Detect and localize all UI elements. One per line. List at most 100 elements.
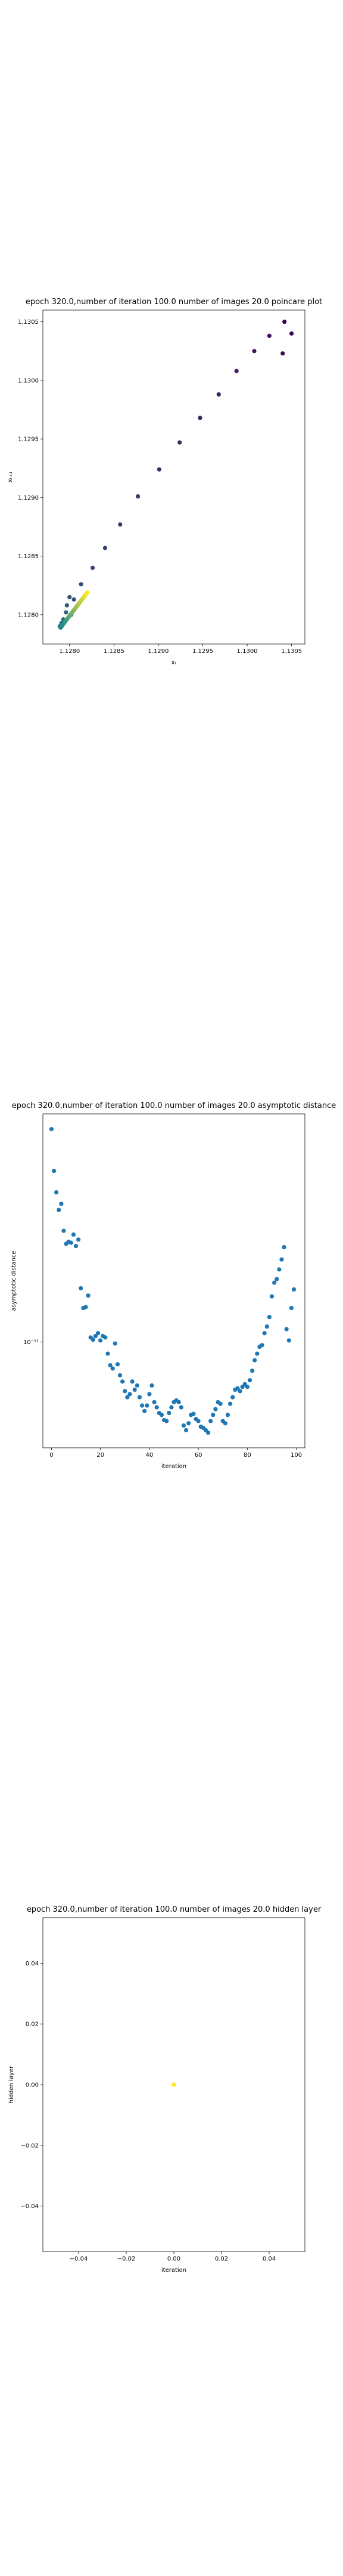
data-point — [139, 1403, 145, 1408]
data-point — [103, 1335, 108, 1340]
data-point — [154, 1405, 159, 1410]
data-point — [279, 1257, 284, 1262]
data-point — [98, 1338, 103, 1343]
data-point — [76, 1237, 81, 1242]
data-point — [132, 1387, 137, 1392]
data-point — [277, 1267, 282, 1272]
data-point — [164, 1419, 169, 1423]
y-tick-label: 1.1305 — [18, 319, 39, 326]
data-point — [176, 1400, 181, 1404]
data-point — [54, 1190, 59, 1195]
y-tick-label: 1.1280 — [18, 612, 39, 618]
data-point — [59, 1202, 64, 1206]
x-tick-label: 60 — [195, 1452, 202, 1459]
x-tick-label: 0.04 — [263, 2256, 276, 2262]
data-point — [79, 582, 83, 587]
data-point — [264, 1324, 269, 1329]
data-point — [183, 1428, 189, 1433]
data-point — [95, 1331, 101, 1336]
x-tick-label: 1.1285 — [104, 648, 124, 655]
data-point — [167, 1410, 172, 1416]
data-point — [252, 349, 257, 354]
data-point — [267, 333, 272, 338]
data-point — [152, 1400, 157, 1404]
data-point — [135, 494, 141, 499]
data-point — [71, 1232, 76, 1237]
data-point — [142, 1408, 147, 1413]
data-point — [86, 1293, 91, 1298]
data-point — [198, 416, 202, 420]
x-axis-label: iteration — [161, 1463, 186, 1470]
x-tick-label: −0.04 — [70, 2256, 88, 2262]
data-point — [105, 1351, 110, 1356]
x-axis-label: xₜ — [172, 660, 177, 666]
data-point — [245, 1385, 250, 1389]
data-points — [172, 2082, 176, 2087]
y-ticks: 1.1280 1.1285 1.1290 1.1295 1.1300 1.1305 — [18, 319, 43, 618]
data-point — [205, 1431, 211, 1435]
data-point — [157, 467, 161, 472]
data-point — [218, 1401, 223, 1406]
x-tick-label: 0.02 — [215, 2256, 228, 2262]
data-point — [172, 2082, 176, 2087]
data-point — [68, 1240, 73, 1245]
data-point — [289, 1305, 294, 1311]
data-point — [71, 597, 76, 602]
data-point — [108, 1363, 113, 1368]
data-point — [282, 1244, 286, 1250]
data-point — [49, 1127, 54, 1132]
data-point — [61, 1228, 66, 1233]
data-point — [85, 590, 90, 595]
data-points — [57, 320, 294, 630]
y-axis-label: xₜ₊₁ — [7, 472, 14, 482]
data-point — [255, 1351, 260, 1356]
data-point — [250, 1368, 255, 1373]
data-point — [230, 1395, 235, 1400]
data-point — [147, 1392, 152, 1397]
data-point — [64, 610, 68, 615]
data-point — [267, 1315, 272, 1320]
data-point — [79, 1286, 83, 1291]
data-point — [227, 1401, 233, 1406]
data-point — [280, 351, 285, 356]
x-tick-label: 0.00 — [167, 2256, 180, 2262]
data-point — [208, 1419, 213, 1423]
x-tick-label: 80 — [244, 1452, 251, 1459]
data-point — [110, 1366, 115, 1371]
data-point — [234, 369, 239, 373]
plot-area — [42, 1113, 305, 1448]
data-point — [191, 1411, 196, 1416]
data-point — [213, 1407, 218, 1411]
y-tick-label: 10⁻¹¹ — [23, 1339, 39, 1346]
y-axis-label: hidden layer — [8, 2066, 15, 2103]
data-point — [73, 1244, 79, 1249]
y-tick-label: 1.1300 — [18, 377, 39, 384]
data-point — [125, 1395, 130, 1400]
data-point — [67, 595, 72, 600]
data-point — [120, 1379, 125, 1384]
data-point — [90, 565, 95, 570]
data-point — [159, 1413, 164, 1417]
plot-area — [42, 309, 305, 645]
y-tick-label: 0.02 — [26, 2021, 39, 2028]
data-point — [127, 1392, 132, 1397]
y-tick-label: 0.00 — [26, 2082, 39, 2089]
data-point — [216, 392, 221, 397]
data-point — [137, 1395, 142, 1400]
data-point — [91, 1337, 95, 1342]
data-point — [260, 1343, 264, 1348]
data-point — [282, 320, 287, 324]
data-point — [145, 1403, 149, 1408]
x-tick-label: 1.1290 — [148, 648, 169, 655]
data-point — [272, 1280, 277, 1285]
y-tick-label: 1.1295 — [18, 436, 39, 443]
data-point — [262, 1331, 267, 1336]
data-points — [49, 1127, 297, 1435]
data-point — [284, 1327, 289, 1332]
y-tick-label: −0.02 — [20, 2142, 39, 2149]
hidden-layer-chart: epoch 320.0,number of iteration 100.0 nu… — [8, 1905, 322, 2274]
x-tick-label: −0.02 — [117, 2256, 136, 2262]
x-tick-label: 1.1280 — [59, 648, 80, 655]
data-point — [223, 1421, 227, 1426]
y-tick-label: 1.1290 — [18, 495, 39, 501]
